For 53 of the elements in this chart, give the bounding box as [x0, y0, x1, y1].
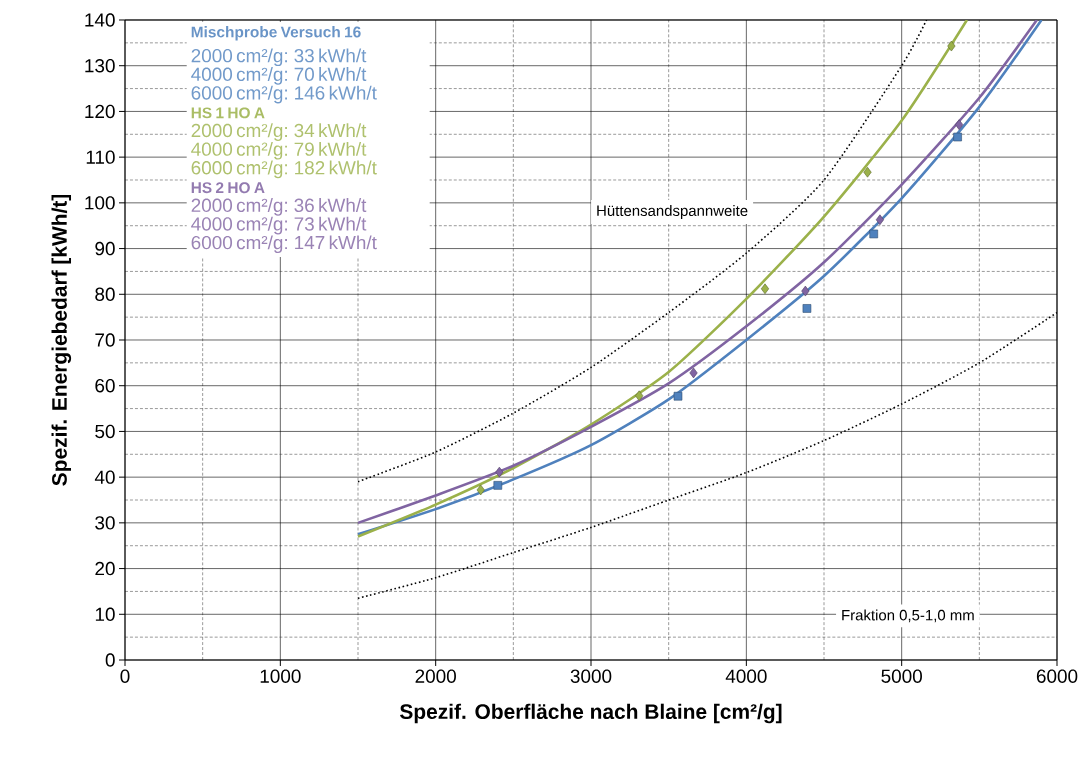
- annotation: 4000 cm²/g: 70 kWh/t: [191, 67, 367, 85]
- point: [495, 466, 504, 478]
- y-tick-label: 60: [95, 379, 115, 393]
- text: HS 2 HO A: [191, 182, 265, 194]
- annotation: Fraktion 0,5-1,0 mm: [842, 609, 974, 623]
- y-tick-label: 80: [95, 287, 115, 301]
- point: [953, 132, 962, 142]
- y-axis-title: Spezif. Energiebedarf [kWh/t]: [51, 194, 72, 486]
- point: [802, 304, 812, 313]
- annotation: 2000 cm²/g: 36 kWh/t: [191, 198, 367, 216]
- point: [875, 214, 884, 226]
- point: [760, 283, 770, 295]
- x-tick-label: 6000: [1036, 669, 1078, 683]
- point: [947, 40, 956, 52]
- annotation: 2000 cm²/g: 33 kWh/t: [191, 48, 367, 67]
- annotation: 4000 cm²/g: 73 kWh/t: [191, 216, 367, 235]
- point: [689, 367, 698, 379]
- y-tick-label: 70: [95, 333, 115, 347]
- x-tick-label: 4000: [725, 669, 767, 683]
- point: [863, 166, 872, 178]
- y-tick-label: 0: [105, 653, 115, 667]
- x-tick-label: 1000: [260, 669, 301, 683]
- x-tick-label: 3000: [570, 669, 612, 683]
- x-axis-title: Spezif. Oberfläche nach Blaine [cm²/g]: [399, 703, 782, 724]
- y-tick-label: 30: [95, 516, 115, 530]
- point: [869, 229, 878, 239]
- annotation: 2000 cm²/g: 34 kWh/t: [191, 123, 367, 141]
- point: [955, 119, 964, 130]
- y-tick-label: 120: [85, 104, 115, 119]
- y-tick-label: 110: [86, 150, 115, 164]
- point: [635, 390, 644, 402]
- point: [801, 285, 810, 297]
- y-tick-label: 20: [95, 561, 115, 576]
- point: [673, 391, 683, 401]
- annotation: 4000 cm²/g: 79 kWh/t: [191, 141, 367, 160]
- y-tick-label: 100: [85, 196, 115, 210]
- text: HS 1 HO A: [191, 107, 265, 119]
- y-tick-label: 10: [95, 607, 115, 621]
- annotation: 6000 cm²/g: 182 kWh/t: [191, 160, 377, 179]
- annotation: 6000 cm²/g: 146 kWh/t: [191, 85, 377, 104]
- y-tick-label: 90: [95, 241, 115, 256]
- y-tick-label: 40: [94, 470, 115, 484]
- y-tick-label: 140: [85, 13, 115, 27]
- point: [493, 481, 503, 490]
- x-tick-label: 2000: [415, 669, 456, 683]
- x-tick-label: 5000: [881, 669, 922, 683]
- y-tick-label: 50: [95, 424, 115, 439]
- point: [476, 484, 485, 496]
- x-tick-label: 0: [120, 669, 130, 683]
- annotation: 6000 cm²/g: 147 kWh/t: [191, 235, 377, 254]
- text: Mischprobe Versuch 16: [191, 26, 361, 41]
- annotation: Hüttensandspannweite: [597, 205, 748, 219]
- y-tick-label: 130: [85, 59, 115, 73]
